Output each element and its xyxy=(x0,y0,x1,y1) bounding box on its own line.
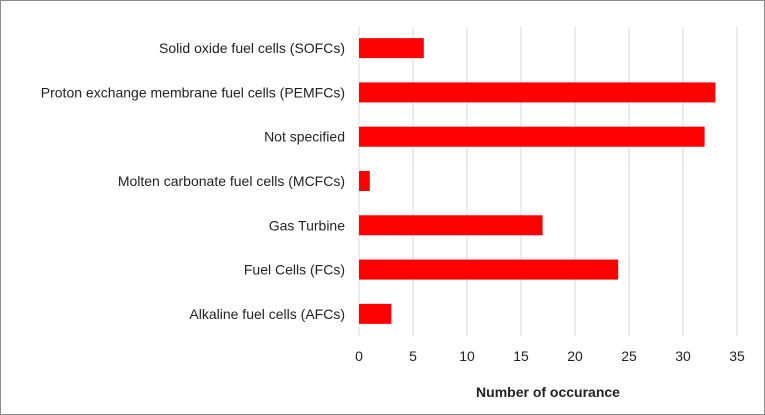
bar xyxy=(359,259,619,280)
x-tick-labels: 0 5 10 15 20 25 30 35 xyxy=(355,348,745,364)
x-tick-label: 15 xyxy=(513,348,529,364)
x-axis-title: Number of occurance xyxy=(476,384,620,400)
x-tick-label: 20 xyxy=(567,348,583,364)
x-tick-label: 25 xyxy=(621,348,637,364)
category-label: Alkaline fuel cells (AFCs) xyxy=(189,306,345,322)
x-tick-label: 30 xyxy=(675,348,691,364)
bar xyxy=(359,215,543,236)
x-tick-label: 5 xyxy=(409,348,417,364)
category-label: Solid oxide fuel cells (SOFCs) xyxy=(159,40,345,56)
x-tick-label: 0 xyxy=(355,348,363,364)
bar xyxy=(359,126,705,147)
bar xyxy=(359,38,424,59)
bars xyxy=(359,38,716,324)
bar xyxy=(359,303,392,324)
bar xyxy=(359,171,370,191)
category-label: Fuel Cells (FCs) xyxy=(244,262,345,278)
category-label: Proton exchange membrane fuel cells (PEM… xyxy=(41,84,345,100)
category-label: Molten carbonate fuel cells (MCFCs) xyxy=(118,173,345,189)
x-tick-label: 35 xyxy=(729,348,745,364)
gridlines xyxy=(358,26,738,336)
x-tick-label: 10 xyxy=(459,348,475,364)
category-label: Gas Turbine xyxy=(269,217,345,233)
category-label: Not specified xyxy=(264,129,345,145)
category-labels: Solid oxide fuel cells (SOFCs) Proton exc… xyxy=(41,40,345,322)
bar xyxy=(359,82,716,103)
